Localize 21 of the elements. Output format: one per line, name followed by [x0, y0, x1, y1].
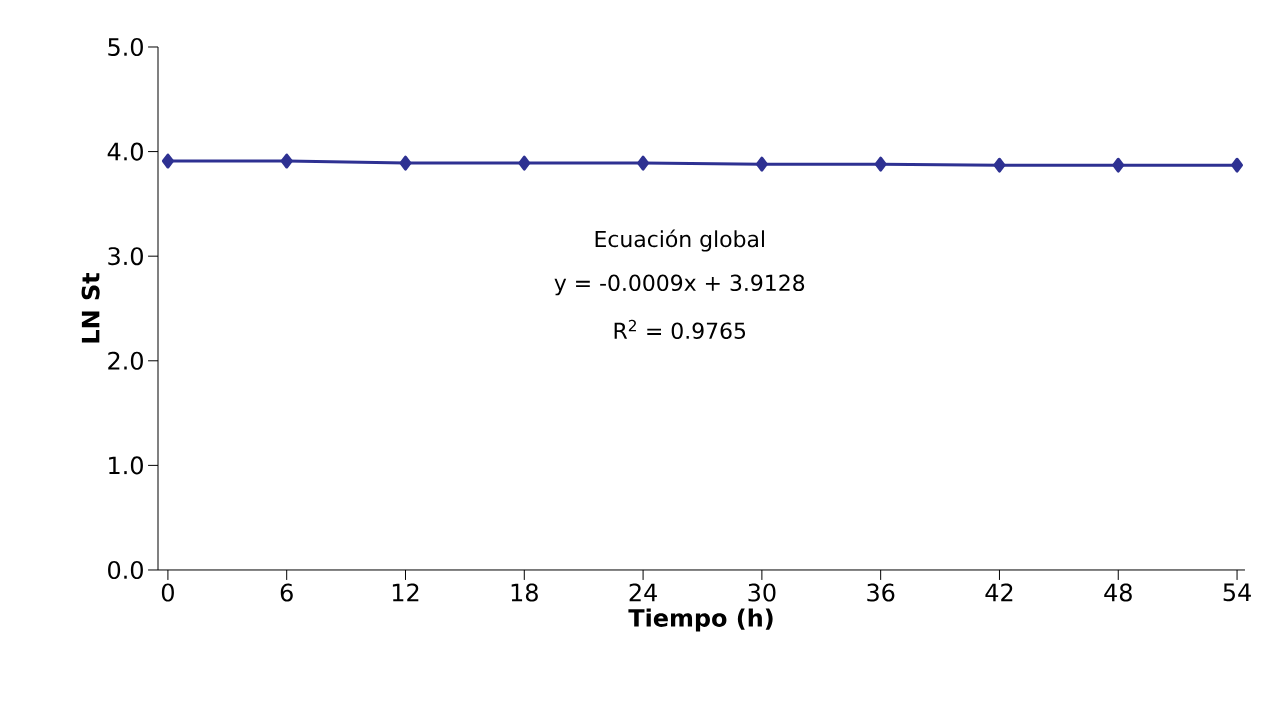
- annotation: y = -0.0009x + 3.9128: [554, 274, 805, 296]
- y-tick-label: 2.0: [108, 351, 143, 370]
- x-tick-label: 24: [629, 583, 657, 602]
- x-tick-label: 48: [1104, 583, 1132, 602]
- x-tick-label: 18: [511, 583, 538, 602]
- annotation: R$^{2}$ = 0.9765: [614, 319, 746, 339]
- x-axis-title: Tiempo (h): [628, 608, 773, 632]
- y-axis-title: LN St: [81, 272, 100, 343]
- y-tick-label: 4.0: [107, 142, 143, 161]
- x-tick-label: 12: [392, 583, 419, 602]
- x-tick-label: 54: [1223, 583, 1251, 602]
- y-tick-label: 5.0: [108, 37, 143, 57]
- x-tick-label: 36: [867, 583, 895, 602]
- y-tick-label: 3.0: [108, 247, 143, 266]
- x-tick-label: 6: [280, 583, 293, 602]
- x-tick-label: 0: [161, 583, 174, 602]
- y-tick-label: 1.0: [109, 456, 143, 475]
- x-tick-label: 30: [748, 583, 776, 602]
- x-tick-label: 42: [985, 583, 1013, 602]
- y-tick-label: 0.0: [108, 560, 143, 580]
- annotation: Ecuación global: [595, 229, 764, 252]
